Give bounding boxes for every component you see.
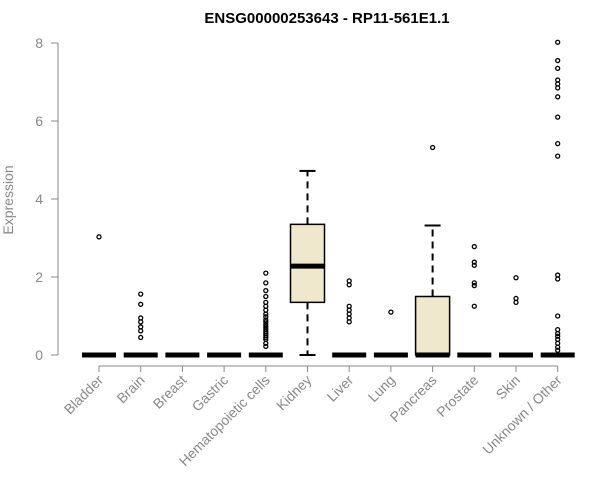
- box-1-outlier-1: [138, 301, 144, 307]
- box-4-outlier-9: [263, 317, 269, 323]
- box-9-outlier-5: [471, 303, 477, 309]
- box-11-outlier-11: [555, 276, 561, 282]
- box-11-outlier-6: [555, 94, 561, 100]
- box-9-outlier-4: [471, 282, 477, 289]
- box-11-outlier-15: [555, 333, 561, 339]
- x-tick-label-11: Unknown / Other: [479, 372, 565, 458]
- box-0: [82, 234, 116, 358]
- box-1-outlier-6: [138, 334, 144, 341]
- box-10-outlier-0: [513, 275, 519, 281]
- box-9-outlier-1: [471, 259, 477, 265]
- box-4-outlier-17: [263, 334, 269, 341]
- box-4-outlier-19: [263, 340, 269, 346]
- box-11-outlier-1: [555, 57, 561, 64]
- x-tick-label-0: Bladder: [61, 372, 107, 418]
- y-tick-label-4: 8: [35, 35, 43, 51]
- box-4-outlier-1: [263, 280, 269, 286]
- box-11-outlier-14: [555, 330, 561, 337]
- box-4-outlier-7: [263, 311, 269, 317]
- box-6-outlier-6: [346, 319, 352, 325]
- y-tick-label-0: 0: [35, 347, 43, 363]
- box-1-outlier-0: [138, 291, 144, 297]
- box-9-outlier-0: [471, 243, 477, 250]
- box-8-iqr: [414, 295, 451, 356]
- box-4-outlier-12: [263, 324, 269, 330]
- box-4-outlier-20: [263, 343, 269, 350]
- box-11-outlier-9: [555, 153, 561, 159]
- x-tick-label-1: Brain: [113, 372, 147, 406]
- box-4-outlier-10: [263, 319, 269, 325]
- box-4-outlier-8: [263, 314, 269, 320]
- x-tick-label-5: Kidney: [273, 372, 315, 414]
- box-11-outlier-7: [555, 114, 561, 120]
- box-5-iqr: [289, 223, 326, 304]
- box-9-outlier-3: [471, 280, 477, 286]
- box-4-outlier-2: [263, 287, 269, 294]
- box-9-outlier-2: [471, 262, 477, 268]
- box-11-outlier-18: [555, 344, 561, 350]
- box-4-outlier-3: [263, 293, 269, 300]
- x-tick-label-10: Skin: [493, 372, 524, 403]
- y-tick-label-3: 6: [35, 113, 43, 129]
- box-6: [332, 278, 367, 358]
- chart-title: ENSG00000253643 - RP11-561E1.1: [204, 10, 449, 27]
- box-4: [248, 270, 283, 358]
- box-1-outlier-5: [138, 328, 144, 334]
- box-11-outlier-0: [555, 39, 561, 45]
- x-tick-label-6: Liver: [324, 372, 357, 405]
- y-tick-label-2: 4: [35, 191, 43, 207]
- box-5: [289, 169, 326, 356]
- box-11-outlier-5: [555, 85, 561, 91]
- box-7: [373, 309, 408, 358]
- x-tick-label-9: Prostate: [433, 372, 481, 420]
- box-series: [82, 39, 575, 358]
- box-9: [457, 243, 492, 358]
- box-4-outlier-0: [263, 270, 269, 276]
- y-axis-label: Expression: [0, 165, 16, 234]
- box-1-outlier-3: [138, 319, 144, 325]
- box-1: [123, 291, 158, 358]
- box-11: [540, 39, 575, 358]
- box-11-outlier-19: [555, 347, 561, 353]
- box-11-outlier-8: [555, 140, 561, 147]
- box-8-outlier-0: [429, 144, 436, 151]
- box-10-outlier-2: [513, 299, 519, 306]
- x-tick-label-2: Breast: [150, 372, 190, 412]
- y-axis: 0 2 4 6 8: [35, 35, 59, 363]
- box-7-outlier-0: [388, 309, 394, 315]
- box-11-outlier-12: [555, 313, 561, 319]
- box-6-outlier-1: [346, 282, 352, 288]
- box-0-outlier-0: [96, 234, 102, 240]
- y-tick-label-1: 2: [35, 269, 43, 285]
- box-8: [414, 144, 451, 358]
- box-10: [499, 275, 533, 358]
- x-tick-label-7: Lung: [365, 372, 398, 405]
- box-4-outlier-11: [263, 321, 269, 328]
- box-11-outlier-2: [555, 65, 561, 71]
